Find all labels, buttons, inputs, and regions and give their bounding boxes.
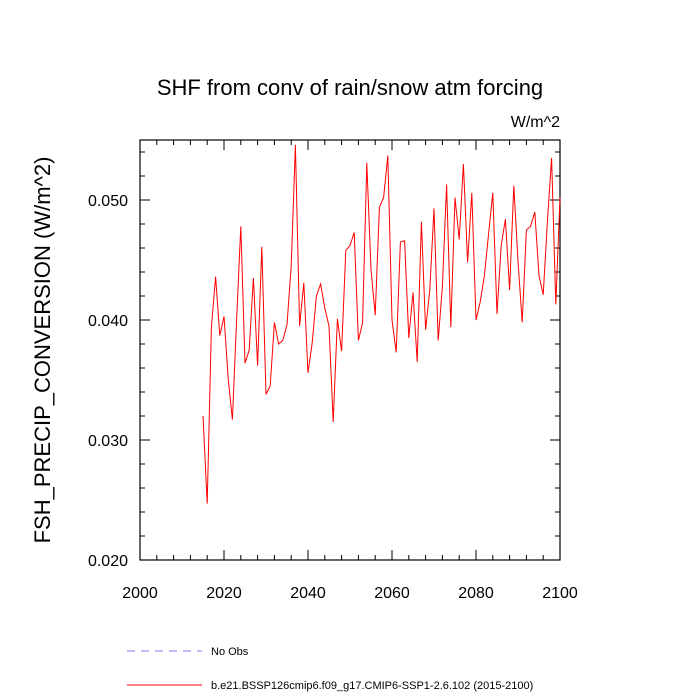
- x-tick-label: 2080: [458, 585, 494, 602]
- legend-no-obs-label: No Obs: [211, 646, 249, 658]
- legend-series-label: b.e21.BSSP126cmip6.f09_g17.CMIP6-SSP1-2.…: [211, 680, 533, 692]
- y-tick-label: 0.020: [88, 553, 128, 570]
- units-label: W/m^2: [511, 114, 560, 131]
- y-tick-label: 0.050: [88, 193, 128, 210]
- plot-frame: [139, 139, 561, 561]
- axis-ticks: [139, 140, 561, 561]
- y-tick-label: 0.040: [88, 313, 128, 330]
- x-tick-label: 2040: [290, 585, 326, 602]
- x-tick-label: 2020: [206, 585, 242, 602]
- x-tick-label: 2100: [542, 585, 578, 602]
- axis-tick-labels: 2000 2020 2040 2060 2080 2100 0.020 0.030 0.040 0…: [88, 193, 578, 602]
- y-tick-label: 0.030: [88, 433, 128, 450]
- y-axis-label: FSH_PRECIP_CONVERSION (W/m^2): [30, 157, 55, 544]
- series-layer: [202, 144, 561, 504]
- x-tick-label: 2060: [374, 585, 410, 602]
- series-line-0: [202, 144, 561, 504]
- chart-title: SHF from conv of rain/snow atm forcing: [157, 75, 543, 100]
- x-tick-label: 2000: [122, 585, 158, 602]
